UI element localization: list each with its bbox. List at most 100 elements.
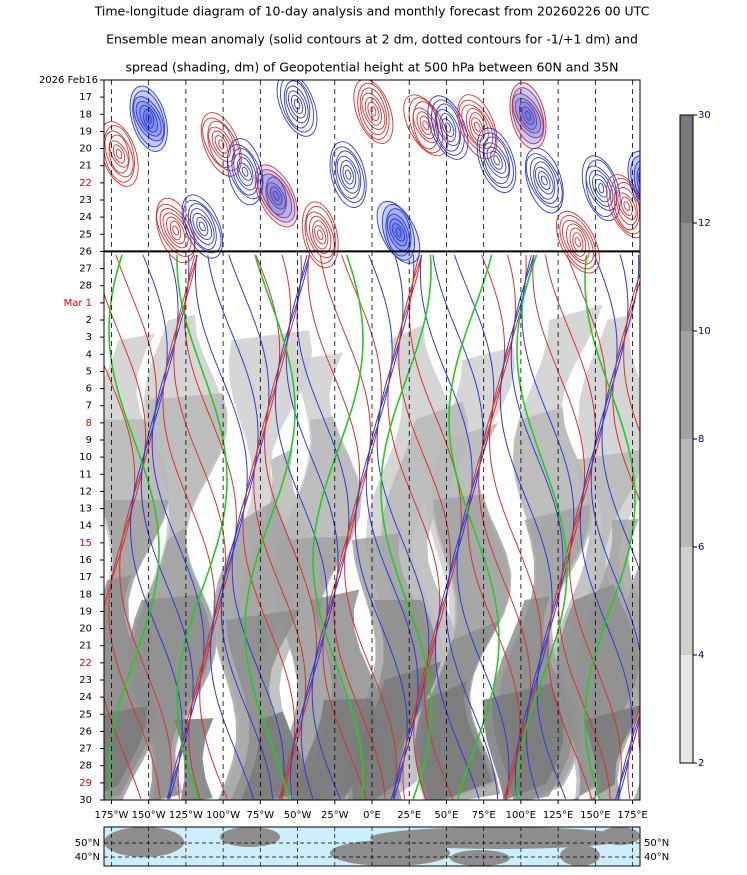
contour [290, 94, 304, 114]
chart-title: Ensemble mean anomaly (solid contours at… [106, 32, 638, 47]
contour [208, 126, 235, 163]
contour [169, 220, 182, 241]
contour [439, 113, 457, 143]
land [370, 827, 630, 849]
contour [499, 254, 553, 800]
contour [364, 96, 382, 126]
contour [265, 176, 287, 216]
contour [606, 174, 640, 239]
contour [257, 169, 296, 223]
y-tick-label: 19 [79, 126, 92, 137]
colorbar-label: 30 [698, 110, 711, 121]
contour [612, 279, 640, 800]
contour [357, 82, 390, 140]
contour [198, 221, 206, 232]
contour [627, 150, 640, 217]
y-tick-label: 18 [79, 589, 92, 600]
contour [181, 194, 224, 259]
contour [361, 92, 386, 130]
y-tick-label: 9 [86, 435, 92, 446]
contour [192, 212, 213, 241]
x-tick-label: 150°E [580, 810, 610, 821]
x-tick-label: 175°E [617, 810, 647, 821]
contour [129, 254, 183, 800]
land [600, 827, 640, 845]
contour [644, 178, 652, 189]
contour [408, 97, 443, 154]
contour [467, 254, 521, 800]
contour [540, 175, 548, 186]
contour [307, 254, 367, 800]
land [450, 850, 510, 866]
land [104, 827, 184, 857]
contour [479, 132, 514, 189]
colorbar-label: 10 [698, 326, 711, 337]
contour [296, 254, 350, 800]
contour [601, 254, 640, 800]
y-tick-label: 23 [79, 675, 92, 686]
contour [490, 150, 503, 170]
x-tick-label: 100°E [506, 810, 536, 821]
contour [376, 254, 430, 800]
zero-contour [312, 254, 364, 800]
contour [620, 196, 633, 216]
contour [104, 125, 135, 183]
contour [524, 147, 564, 214]
contour [301, 201, 339, 269]
contour [483, 142, 510, 179]
contour [305, 211, 335, 259]
contour [341, 254, 397, 800]
y-tick-label: 3 [86, 332, 92, 343]
contour [187, 203, 217, 250]
lat-label: 50°N [75, 838, 100, 849]
contour [561, 219, 594, 265]
y-tick-label: 11 [79, 469, 92, 480]
contour [342, 164, 354, 185]
colorbar-label: 6 [698, 542, 704, 553]
land [220, 827, 280, 847]
contour [419, 115, 432, 135]
y-tick-label: 2026 Feb16 [39, 75, 98, 86]
contour [387, 254, 441, 800]
lat-label: 40°N [644, 852, 669, 863]
contour [104, 130, 134, 178]
contour [226, 138, 264, 206]
colorbar-label: 2 [698, 758, 704, 769]
contour [287, 90, 307, 119]
y-tick-label: 22 [79, 178, 92, 189]
chart-title: spread (shading, dm) of Geopotential hei… [125, 60, 618, 75]
y-tick-label: 28 [79, 761, 92, 772]
x-tick-label: 50°E [434, 810, 458, 821]
contour [486, 146, 507, 174]
contour [381, 204, 415, 261]
contour [493, 155, 500, 166]
contour [395, 227, 402, 238]
y-tick-label: 18 [79, 109, 92, 120]
colorbar-bin [680, 547, 693, 655]
y-tick-label: 25 [79, 229, 92, 240]
contour [636, 164, 640, 203]
contour [214, 135, 228, 154]
contour [276, 80, 318, 137]
contour [228, 254, 285, 800]
contour [115, 148, 123, 160]
lat-label: 40°N [75, 852, 100, 863]
zero-contour [448, 254, 500, 800]
contour [412, 101, 439, 150]
contour [623, 201, 631, 212]
zero-contour [108, 254, 160, 800]
contour [391, 223, 406, 242]
contour [335, 150, 362, 199]
contour [345, 169, 352, 180]
contour [398, 254, 452, 800]
contour [471, 117, 484, 137]
contour [444, 122, 452, 133]
contour [293, 99, 301, 110]
contour [585, 159, 617, 218]
contour [524, 110, 532, 121]
y-tick-label: 23 [79, 195, 92, 206]
contour [115, 254, 173, 800]
contour [108, 134, 130, 174]
y-tick-label: 4 [86, 349, 92, 360]
lat-label: 50°N [644, 838, 669, 849]
